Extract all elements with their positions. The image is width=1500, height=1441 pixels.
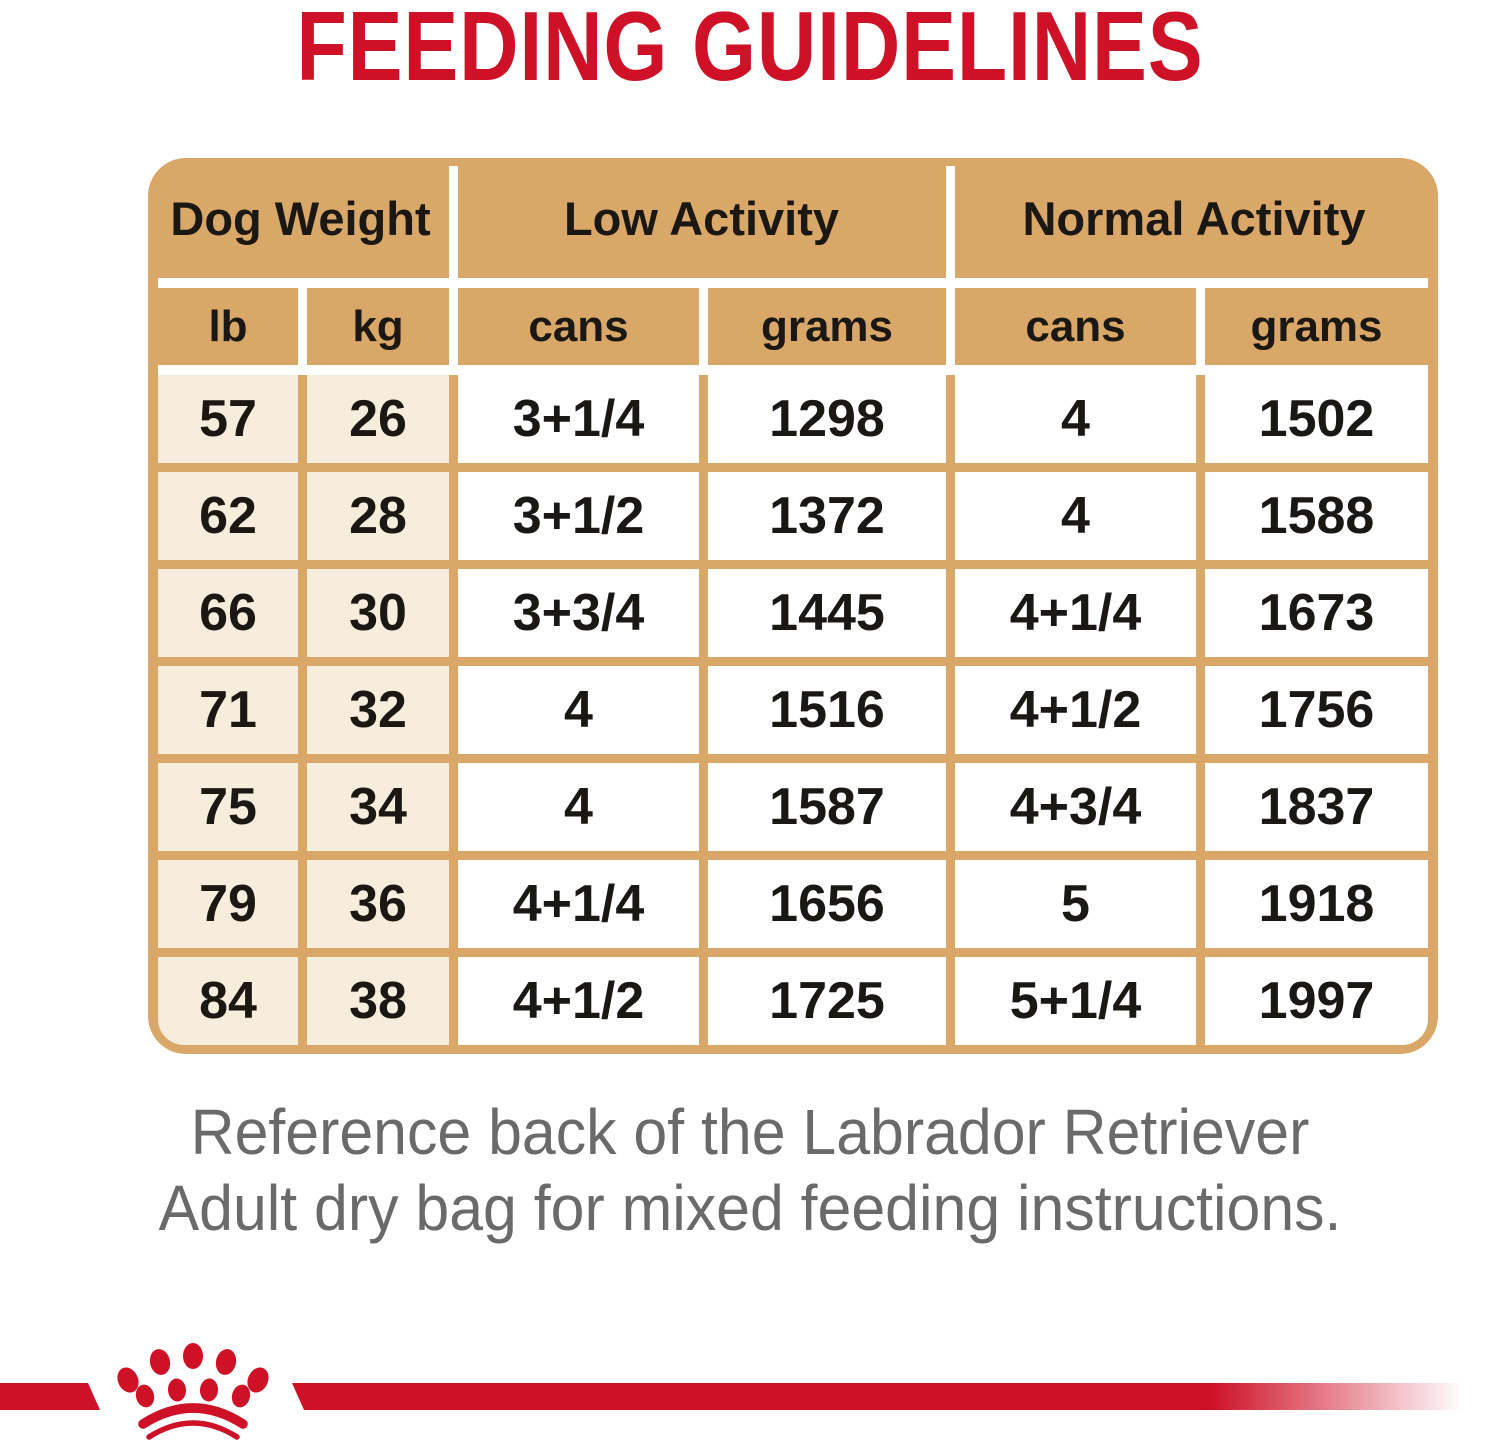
column-group-normal-activity: Normal Activity (1022, 191, 1366, 245)
table-body: 57 26 3+1/4 1298 4 1502 62 28 3+1/2 1372 4 1588 66 30… (148, 375, 1438, 1045)
column-header-normal-cans: cans (1025, 301, 1126, 351)
crown-dots (117, 1343, 269, 1408)
column-header-lb: lb (208, 301, 248, 351)
crown-arcs (138, 1403, 248, 1440)
table-cell: 4+1/4 (458, 860, 699, 948)
table-cell: 1725 (708, 957, 946, 1045)
table-cell: 57 (158, 375, 298, 463)
column-header-kg: kg (352, 301, 404, 351)
brand-stripe-left (0, 1383, 100, 1410)
table-cell: 1502 (1205, 375, 1428, 463)
table-cell: 4+1/4 (955, 569, 1196, 657)
table-cell: 4 (955, 375, 1196, 463)
table-cell: 84 (158, 957, 298, 1045)
table-cell: 1372 (708, 472, 946, 560)
column-header-low-grams: grams (760, 301, 894, 351)
table-cell: 1997 (1205, 957, 1428, 1045)
table-cell: 66 (158, 569, 298, 657)
table-cell: 4 (458, 763, 699, 851)
feeding-guidelines-table: Dog Weight Low Activity Normal Activity … (148, 158, 1438, 1054)
table-cell: 1918 (1205, 860, 1428, 948)
header-divider-vertical (699, 283, 708, 375)
header-divider-vertical (449, 166, 458, 375)
brand-stripe-right (292, 1383, 1500, 1410)
table-cell: 1587 (708, 763, 946, 851)
table-cell: 3+3/4 (458, 569, 699, 657)
table-header-columns: lb kg cans grams cans grams (148, 288, 1438, 365)
header-divider-horizontal (158, 365, 1428, 375)
table-cell: 30 (307, 569, 449, 657)
table-cell: 1516 (708, 666, 946, 754)
table-cell: 5 (955, 860, 1196, 948)
table-cell: 36 (307, 860, 449, 948)
table-cell: 38 (307, 957, 449, 1045)
header-divider-vertical (298, 283, 307, 375)
reference-note: Reference back of the Labrador Retriever… (38, 1094, 1463, 1246)
table-cell: 71 (158, 666, 298, 754)
table-cell: 4+1/2 (458, 957, 699, 1045)
table-cell: 4 (955, 472, 1196, 560)
page-title: FEEDING GUIDELINES (296, 0, 1204, 101)
table-cell: 1673 (1205, 569, 1428, 657)
table-cell: 5+1/4 (955, 957, 1196, 1045)
table-cell: 79 (158, 860, 298, 948)
table-cell: 75 (158, 763, 298, 851)
note-line-2: Adult dry bag for mixed feeding instruct… (158, 1172, 1342, 1244)
table-cell: 4+1/2 (955, 666, 1196, 754)
column-group-dog-weight: Dog Weight (170, 191, 431, 245)
table-cell: 4+3/4 (955, 763, 1196, 851)
column-header-low-cans: cans (528, 301, 629, 351)
table-cell: 34 (307, 763, 449, 851)
table-cell: 1756 (1205, 666, 1428, 754)
table-cell: 1588 (1205, 472, 1428, 560)
table-cell: 1298 (708, 375, 946, 463)
table-cell: 26 (307, 375, 449, 463)
table-cell: 3+1/2 (458, 472, 699, 560)
table-cell: 32 (307, 666, 449, 754)
table-cell: 1837 (1205, 763, 1428, 851)
table-cell: 3+1/4 (458, 375, 699, 463)
table-cell: 62 (158, 472, 298, 560)
table-cell: 28 (307, 472, 449, 560)
table-cell: 4 (458, 666, 699, 754)
header-divider-horizontal (158, 278, 1428, 288)
table-cell: 1445 (708, 569, 946, 657)
note-line-1: Reference back of the Labrador Retriever (190, 1096, 1310, 1168)
header-divider-vertical (946, 166, 955, 375)
royal-canin-crown-logo (117, 1343, 269, 1440)
header-divider-vertical (1196, 283, 1205, 375)
column-group-low-activity: Low Activity (563, 191, 840, 245)
table-cell: 1656 (708, 860, 946, 948)
table-header-groups: Dog Weight Low Activity Normal Activity (148, 158, 1438, 278)
column-header-normal-grams: grams (1250, 301, 1383, 351)
